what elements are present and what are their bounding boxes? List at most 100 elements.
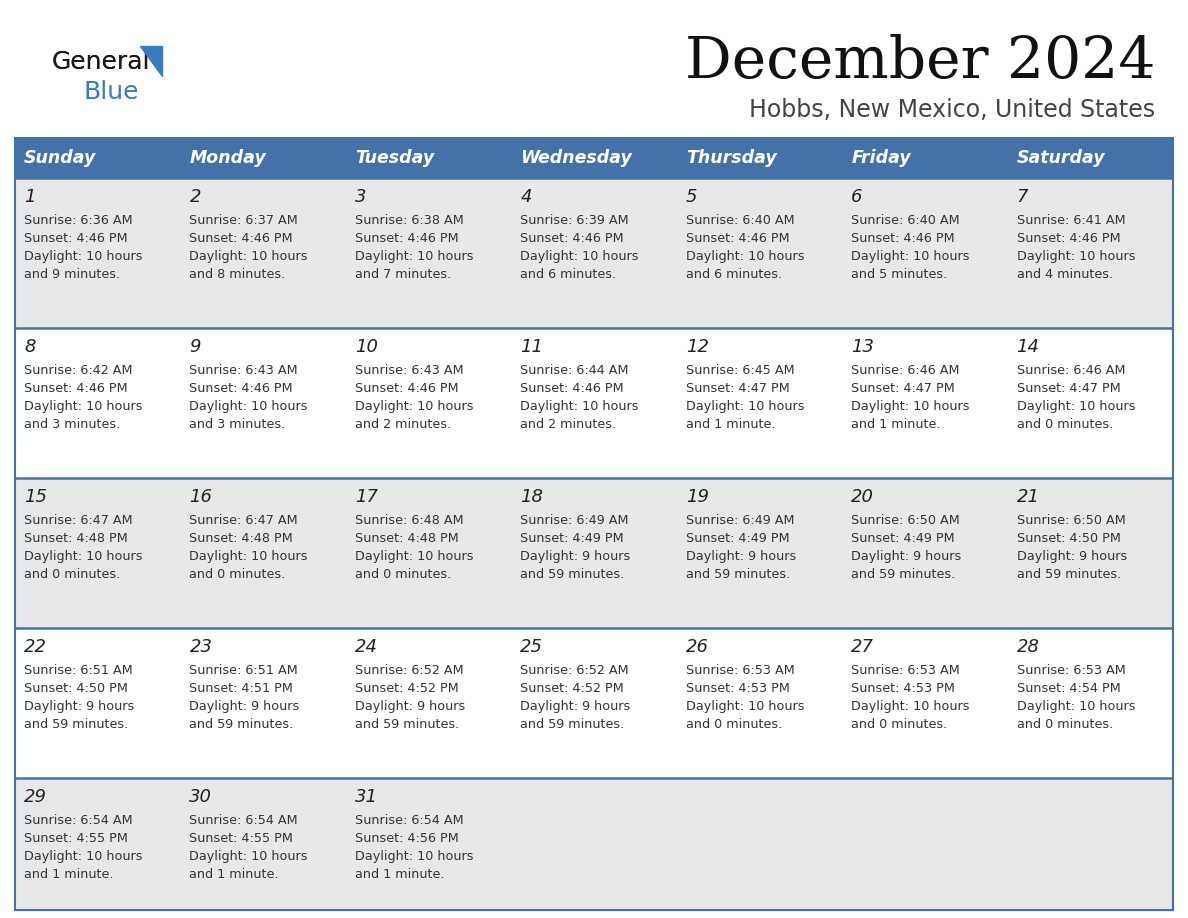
Bar	[511, 778, 677, 910]
Text: Daylight: 10 hours: Daylight: 10 hours	[851, 400, 969, 413]
Text: General: General	[52, 50, 151, 74]
Text: 23: 23	[189, 638, 213, 656]
Bar	[1007, 478, 1173, 628]
Text: Daylight: 9 hours: Daylight: 9 hours	[1017, 550, 1127, 563]
Text: Sunset: 4:46 PM: Sunset: 4:46 PM	[520, 232, 624, 245]
Text: Sunrise: 6:49 AM: Sunrise: 6:49 AM	[520, 514, 628, 527]
Text: Sunrise: 6:51 AM: Sunrise: 6:51 AM	[24, 664, 133, 677]
Bar	[181, 138, 346, 178]
Text: and 59 minutes.: and 59 minutes.	[189, 718, 293, 731]
Bar	[842, 138, 1007, 178]
Text: 28: 28	[1017, 638, 1040, 656]
Bar	[1007, 778, 1173, 910]
Text: 6: 6	[851, 188, 862, 206]
Text: Sunset: 4:50 PM: Sunset: 4:50 PM	[1017, 532, 1120, 545]
Bar	[15, 138, 1173, 910]
Text: 5: 5	[685, 188, 697, 206]
Text: Sunrise: 6:54 AM: Sunrise: 6:54 AM	[24, 814, 133, 827]
Text: Sunrise: 6:54 AM: Sunrise: 6:54 AM	[355, 814, 463, 827]
Text: Sunrise: 6:36 AM: Sunrise: 6:36 AM	[24, 214, 133, 227]
Text: 25: 25	[520, 638, 543, 656]
Bar	[346, 628, 511, 778]
Text: and 0 minutes.: and 0 minutes.	[851, 718, 947, 731]
Text: Sunset: 4:46 PM: Sunset: 4:46 PM	[355, 382, 459, 395]
Text: Sunset: 4:55 PM: Sunset: 4:55 PM	[189, 832, 293, 845]
Text: Sunset: 4:55 PM: Sunset: 4:55 PM	[24, 832, 128, 845]
Bar	[677, 778, 842, 910]
Text: Daylight: 10 hours: Daylight: 10 hours	[189, 400, 308, 413]
Text: Sunrise: 6:46 AM: Sunrise: 6:46 AM	[851, 364, 960, 377]
Text: Sunrise: 6:54 AM: Sunrise: 6:54 AM	[189, 814, 298, 827]
Text: Sunrise: 6:40 AM: Sunrise: 6:40 AM	[685, 214, 795, 227]
Text: Daylight: 10 hours: Daylight: 10 hours	[355, 400, 473, 413]
Text: December 2024: December 2024	[684, 34, 1155, 90]
Text: Sunrise: 6:47 AM: Sunrise: 6:47 AM	[24, 514, 133, 527]
Text: and 2 minutes.: and 2 minutes.	[355, 418, 451, 431]
Bar	[511, 178, 677, 328]
Text: and 0 minutes.: and 0 minutes.	[1017, 418, 1113, 431]
Text: Daylight: 10 hours: Daylight: 10 hours	[24, 850, 143, 863]
Text: and 6 minutes.: and 6 minutes.	[520, 268, 617, 281]
Bar	[1007, 628, 1173, 778]
Text: Daylight: 10 hours: Daylight: 10 hours	[24, 550, 143, 563]
Bar	[346, 178, 511, 328]
Bar	[1007, 138, 1173, 178]
Text: Daylight: 9 hours: Daylight: 9 hours	[685, 550, 796, 563]
Bar	[842, 628, 1007, 778]
Text: Sunset: 4:53 PM: Sunset: 4:53 PM	[685, 682, 790, 695]
Text: Sunrise: 6:45 AM: Sunrise: 6:45 AM	[685, 364, 795, 377]
Text: Daylight: 9 hours: Daylight: 9 hours	[24, 700, 134, 713]
Text: and 59 minutes.: and 59 minutes.	[520, 718, 625, 731]
Text: and 59 minutes.: and 59 minutes.	[24, 718, 128, 731]
Text: 10: 10	[355, 338, 378, 356]
Text: Sunrise: 6:46 AM: Sunrise: 6:46 AM	[1017, 364, 1125, 377]
Bar	[511, 628, 677, 778]
Text: Sunrise: 6:50 AM: Sunrise: 6:50 AM	[1017, 514, 1125, 527]
Text: and 59 minutes.: and 59 minutes.	[355, 718, 459, 731]
Bar	[15, 138, 181, 178]
Text: Sunrise: 6:41 AM: Sunrise: 6:41 AM	[1017, 214, 1125, 227]
Text: and 3 minutes.: and 3 minutes.	[24, 418, 120, 431]
Text: 3: 3	[355, 188, 366, 206]
Text: Daylight: 10 hours: Daylight: 10 hours	[851, 250, 969, 263]
Text: Sunrise: 6:52 AM: Sunrise: 6:52 AM	[355, 664, 463, 677]
Text: 31: 31	[355, 788, 378, 806]
Bar	[511, 478, 677, 628]
Text: and 8 minutes.: and 8 minutes.	[189, 268, 285, 281]
Bar	[181, 778, 346, 910]
Text: 19: 19	[685, 488, 709, 506]
Text: 2: 2	[189, 188, 201, 206]
Text: 12: 12	[685, 338, 709, 356]
Text: and 1 minute.: and 1 minute.	[685, 418, 776, 431]
Text: Sunrise: 6:50 AM: Sunrise: 6:50 AM	[851, 514, 960, 527]
Text: Daylight: 9 hours: Daylight: 9 hours	[851, 550, 961, 563]
Text: 13: 13	[851, 338, 874, 356]
Bar	[181, 478, 346, 628]
Text: Sunrise: 6:38 AM: Sunrise: 6:38 AM	[355, 214, 463, 227]
Text: Sunset: 4:52 PM: Sunset: 4:52 PM	[520, 682, 624, 695]
Bar	[181, 328, 346, 478]
Text: Sunset: 4:48 PM: Sunset: 4:48 PM	[355, 532, 459, 545]
Text: Sunset: 4:49 PM: Sunset: 4:49 PM	[520, 532, 624, 545]
Text: 8: 8	[24, 338, 36, 356]
Text: 29: 29	[24, 788, 48, 806]
Text: Sunrise: 6:39 AM: Sunrise: 6:39 AM	[520, 214, 628, 227]
Text: 15: 15	[24, 488, 48, 506]
Text: Sunrise: 6:40 AM: Sunrise: 6:40 AM	[851, 214, 960, 227]
Text: 21: 21	[1017, 488, 1040, 506]
Bar	[1007, 178, 1173, 328]
Text: Tuesday: Tuesday	[355, 149, 434, 167]
Text: Hobbs, New Mexico, United States: Hobbs, New Mexico, United States	[748, 98, 1155, 122]
Bar	[346, 778, 511, 910]
Text: Sunrise: 6:47 AM: Sunrise: 6:47 AM	[189, 514, 298, 527]
Text: Sunset: 4:46 PM: Sunset: 4:46 PM	[355, 232, 459, 245]
Text: Daylight: 9 hours: Daylight: 9 hours	[189, 700, 299, 713]
Text: 24: 24	[355, 638, 378, 656]
Text: Sunset: 4:53 PM: Sunset: 4:53 PM	[851, 682, 955, 695]
Text: and 59 minutes.: and 59 minutes.	[520, 568, 625, 581]
Text: Daylight: 9 hours: Daylight: 9 hours	[520, 700, 631, 713]
Text: Sunset: 4:46 PM: Sunset: 4:46 PM	[851, 232, 955, 245]
Text: Daylight: 9 hours: Daylight: 9 hours	[355, 700, 466, 713]
Bar	[346, 328, 511, 478]
Text: 4: 4	[520, 188, 532, 206]
